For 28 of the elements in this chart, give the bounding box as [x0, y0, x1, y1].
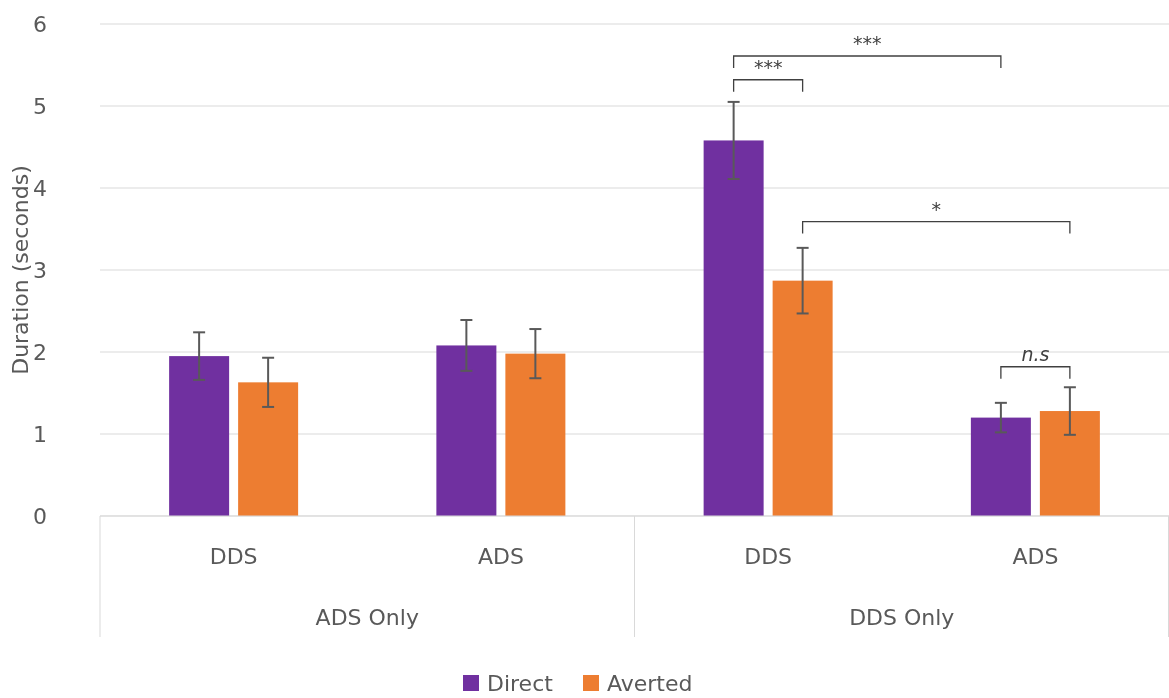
bar [970, 417, 1031, 516]
legend-label: Averted [607, 670, 693, 696]
text: ADS Only [315, 604, 419, 630]
x-tick-label: DDS [209, 543, 258, 569]
bar [238, 382, 299, 516]
x-tick-label: ADS [1012, 543, 1059, 569]
bar [1039, 411, 1100, 516]
bar [772, 280, 833, 516]
bar [703, 140, 764, 516]
annotation: * [931, 197, 941, 220]
bar [505, 353, 566, 516]
x-tick-label: ADS [477, 543, 524, 569]
y-axis-title: Duration (seconds) [8, 165, 33, 375]
y-tick-label: 2 [33, 339, 47, 365]
bar [169, 356, 230, 516]
y-tick-label: 3 [33, 257, 47, 283]
annotation: *** [753, 55, 783, 78]
y-tick-label: 5 [33, 93, 47, 119]
annotation: n.s [1021, 342, 1050, 365]
legend-label: Direct [487, 670, 554, 696]
y-tick-label: 1 [33, 421, 47, 447]
annotation: *** [853, 31, 882, 54]
y-tick-label: 4 [33, 175, 47, 201]
bar [436, 345, 497, 516]
y-tick-label: 0 [33, 503, 47, 529]
x-tick-label: DDS [744, 543, 793, 569]
text: DDS Only [849, 604, 955, 630]
y-tick-label: 6 [33, 11, 47, 37]
